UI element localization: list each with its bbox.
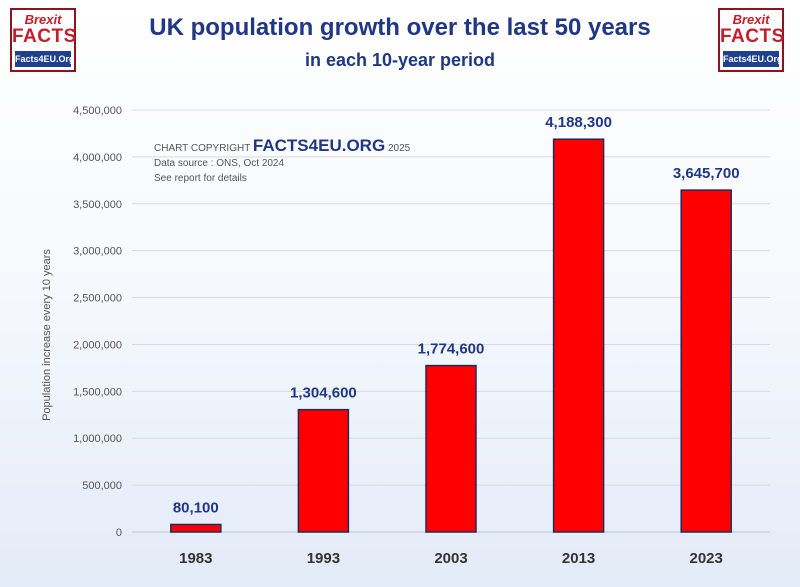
y-tick-label: 4,000,000 [73, 152, 122, 164]
y-tick-label: 500,000 [82, 480, 122, 492]
y-tick-label: 1,500,000 [73, 386, 122, 398]
copyright-year: 2025 [387, 143, 411, 154]
bar-2013 [552, 138, 605, 533]
bar-2023 [680, 189, 732, 533]
brexit-facts-logo-left: Brexit FACTS Facts4EU.Org [10, 8, 76, 72]
y-tick-label: 4,500,000 [73, 105, 122, 117]
brexit-facts-logo-right: Brexit FACTS Facts4EU.Org [718, 8, 784, 72]
data-source-note: Data source : ONS, Oct 2024 [154, 158, 285, 169]
report-note: See report for details [154, 173, 247, 184]
logo-brexit-text: Brexit [732, 12, 770, 27]
y-tick-label: 2,500,000 [73, 293, 122, 305]
logo-url-text: Facts4EU.Org [15, 51, 75, 67]
data-label-2003: 1,774,600 [418, 341, 485, 358]
y-tick-label: 0 [116, 527, 122, 539]
logo-facts-text: FACTS [720, 26, 785, 47]
y-tick-label: 1,000,000 [73, 433, 122, 445]
data-label-1983: 80,100 [173, 499, 219, 516]
data-label-2023: 3,645,700 [673, 165, 740, 182]
logo-url-text: Facts4EU.Org [723, 51, 783, 67]
y-tick-label: 3,500,000 [73, 199, 122, 211]
x-tick-label-2003: 2003 [434, 550, 467, 567]
copyright-prefix: CHART COPYRIGHT [154, 143, 251, 154]
data-label-1993: 1,304,600 [290, 385, 357, 402]
x-tick-label-2023: 2023 [690, 550, 723, 567]
copyright-brand: FACTS4EU.ORG [252, 136, 386, 155]
logo-facts-text: FACTS [12, 26, 77, 47]
chart-title: UK population growth over the last 50 ye… [149, 14, 651, 41]
data-label-2013: 4,188,300 [545, 114, 612, 131]
x-tick-label-1983: 1983 [179, 550, 212, 567]
chart-subtitle: in each 10-year period [304, 50, 496, 70]
copyright-notice: CHART COPYRIGHT FACTS4EU.ORG 2025 [154, 136, 410, 156]
bar-1993 [297, 408, 350, 533]
x-tick-label-2013: 2013 [562, 550, 595, 567]
bar-2003 [425, 364, 477, 533]
y-axis-label: Population increase every 10 years [41, 249, 53, 421]
y-tick-label: 2,000,000 [73, 339, 122, 351]
logo-brexit-text: Brexit [24, 12, 62, 27]
bar-1983 [170, 523, 222, 533]
x-tick-label-1993: 1993 [307, 550, 340, 567]
y-tick-label: 3,000,000 [73, 246, 122, 258]
